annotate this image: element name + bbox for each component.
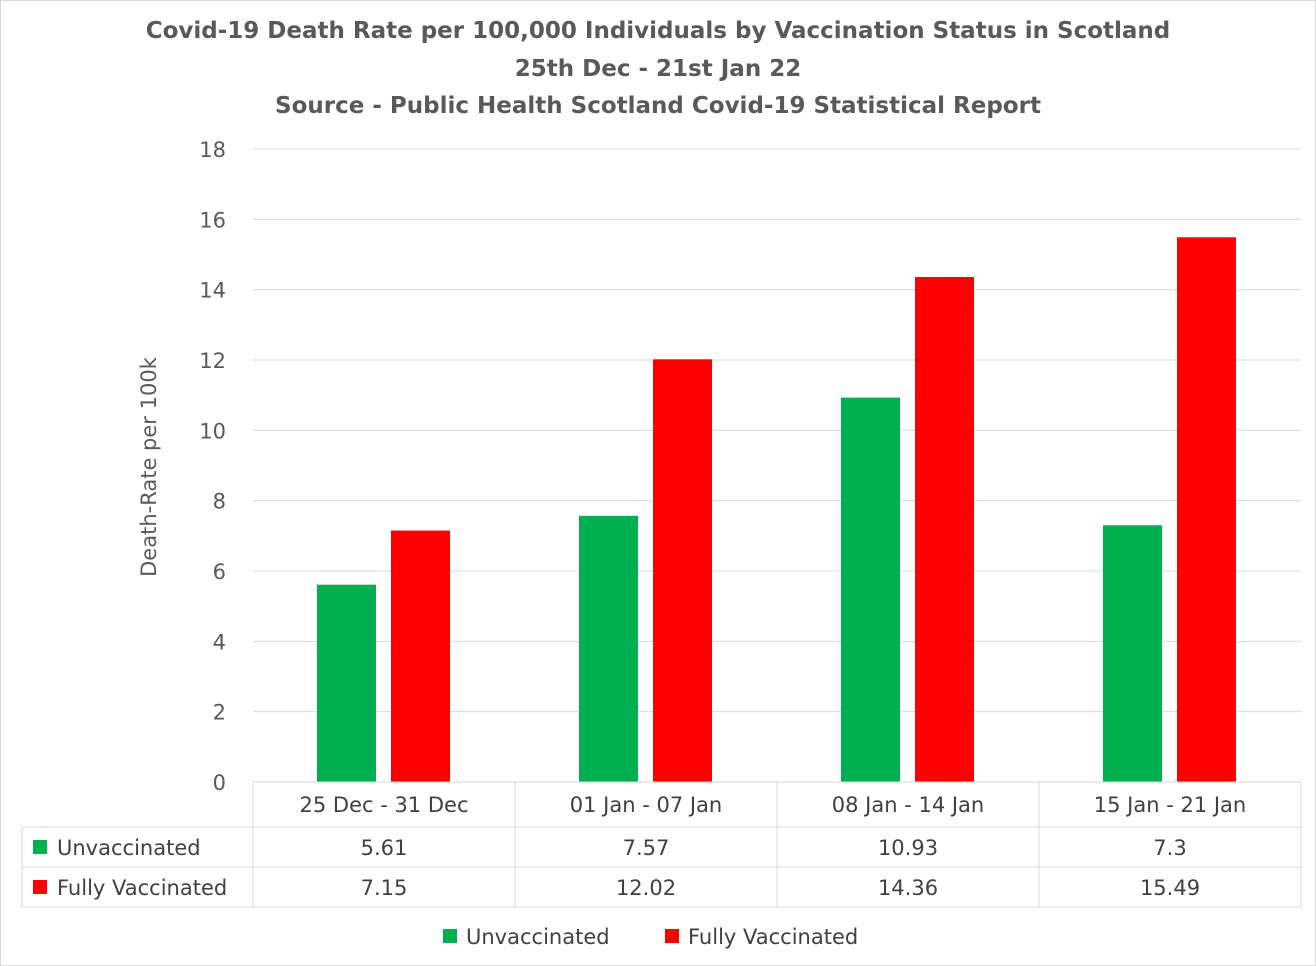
chart-subtitle-2: Source - Public Health Scotland Covid-19… [275, 93, 1041, 119]
data-label: 7.15 [361, 876, 408, 900]
y-tick-label: 12 [199, 349, 226, 373]
legend-key-swatch [33, 880, 47, 894]
y-tick-label: 2 [213, 701, 226, 725]
data-label: 12.02 [616, 876, 676, 900]
y-tick-label: 10 [199, 419, 226, 443]
data-label: 15.49 [1140, 876, 1200, 900]
legend-key-swatch [33, 840, 47, 854]
legend-label: Unvaccinated [466, 925, 610, 949]
bar-unvaccinated [317, 584, 376, 782]
y-axis-label: Death-Rate per 100k [137, 356, 161, 577]
legend-swatch [443, 929, 457, 943]
x-tick-label: 15 Jan - 21 Jan [1094, 793, 1246, 817]
bar-fully-vaccinated [915, 277, 974, 782]
x-tick-label: 08 Jan - 14 Jan [832, 793, 984, 817]
data-label: 7.3 [1153, 836, 1186, 860]
bar-fully-vaccinated [391, 530, 450, 782]
data-label: 14.36 [878, 876, 938, 900]
x-tick-label: 01 Jan - 07 Jan [570, 793, 722, 817]
chart-subtitle-1: 25th Dec - 21st Jan 22 [515, 56, 801, 82]
bar-unvaccinated [841, 397, 900, 782]
legend-swatch [665, 929, 679, 943]
y-tick-label: 14 [199, 279, 226, 303]
table-series-label: Fully Vaccinated [57, 876, 227, 900]
y-tick-label: 4 [213, 630, 226, 654]
legend-label: Fully Vaccinated [688, 925, 858, 949]
y-tick-label: 16 [199, 208, 226, 232]
y-tick-label: 6 [213, 560, 226, 584]
bar-unvaccinated [1103, 525, 1162, 782]
data-label: 10.93 [878, 836, 938, 860]
data-label: 5.61 [361, 836, 408, 860]
y-tick-label: 8 [213, 490, 226, 514]
data-label: 7.57 [623, 836, 670, 860]
bar-fully-vaccinated [1177, 237, 1236, 783]
bar-fully-vaccinated [653, 359, 712, 782]
y-tick-label: 0 [213, 771, 226, 795]
x-tick-label: 25 Dec - 31 Dec [300, 793, 469, 817]
table-series-label: Unvaccinated [57, 836, 201, 860]
chart-title: Covid-19 Death Rate per 100,000 Individu… [146, 18, 1171, 44]
bar-unvaccinated [579, 515, 638, 782]
y-tick-label: 18 [199, 138, 226, 162]
